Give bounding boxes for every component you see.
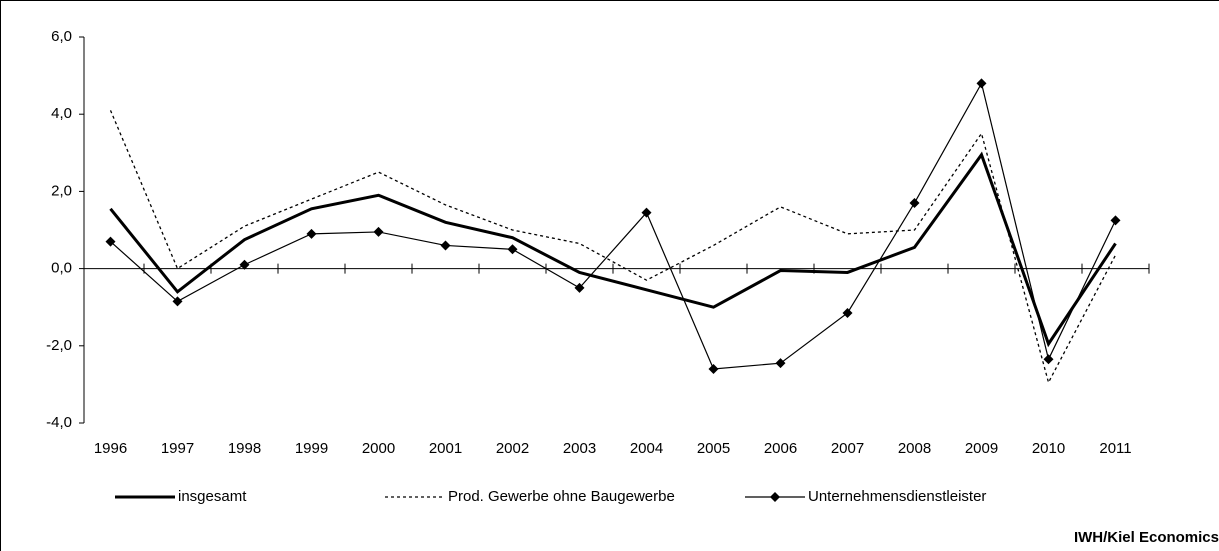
x-tick-label: 2006 [764,440,797,457]
legend-label: insgesamt [178,488,247,505]
x-tick-label: 2008 [898,440,931,457]
series-line [110,81,1117,370]
x-tick-label: 2001 [429,440,462,457]
x-tick-label: 2002 [496,440,529,457]
legend-marker [770,492,780,502]
point [708,363,719,374]
x-tick-label: 2009 [965,440,998,457]
point [775,358,786,369]
point [239,259,250,270]
point [105,236,116,247]
point [909,197,920,208]
point [172,296,183,307]
x-tick-label: 1997 [161,440,194,457]
y-tick-label: 4,0 [51,105,72,122]
y-tick-label: 2,0 [51,182,72,199]
y-tick-label: 0,0 [51,260,72,277]
x-tick-label: 2000 [362,440,395,457]
x-tick-label: 2004 [630,440,663,457]
y-tick-label: 6,0 [51,28,72,45]
point [306,228,317,239]
point [976,78,987,89]
x-tick-label: 2005 [697,440,730,457]
legend-label: Unternehmensdienstleister [808,488,986,505]
x-tick-label: 2010 [1032,440,1065,457]
point [1043,354,1054,365]
x-tick-label: 2003 [563,440,596,457]
point [641,207,652,218]
point [574,282,585,293]
point [507,244,518,255]
point [842,307,853,318]
y-tick-label: -4,0 [46,414,72,431]
x-tick-label: 2007 [831,440,864,457]
x-tick-label: 1998 [228,440,261,457]
x-tick-label: 2011 [1099,440,1131,457]
x-tick-label: 1996 [94,440,127,457]
x-tick-label: 1999 [295,440,328,457]
point [1110,215,1121,226]
point [373,226,384,237]
series-line [109,151,1117,348]
series-line [109,110,1117,385]
source: IWH/Kiel Economics [1074,529,1219,546]
legend-label: Prod. Gewerbe ohne Baugewerbe [448,488,675,505]
point [440,240,451,251]
y-tick-label: -2,0 [46,337,72,354]
